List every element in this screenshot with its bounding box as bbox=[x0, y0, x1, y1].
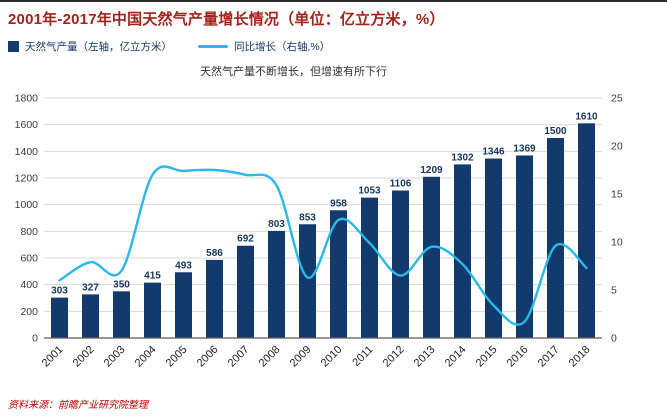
bar-2018 bbox=[578, 123, 595, 338]
bar-2002 bbox=[82, 294, 99, 338]
x-axis-label: 2010 bbox=[319, 344, 345, 370]
bar-value-label: 692 bbox=[237, 234, 254, 245]
bar-value-label: 493 bbox=[175, 260, 192, 271]
x-axis-label: 2009 bbox=[288, 344, 314, 370]
bar-2011 bbox=[361, 197, 378, 338]
bar-2010 bbox=[330, 210, 347, 338]
source-note: 资料来源：前瞻产业研究院整理 bbox=[8, 400, 148, 411]
right-axis-tick-label: 15 bbox=[611, 189, 623, 201]
bar-value-label: 1302 bbox=[451, 152, 474, 163]
left-axis-tick-label: 1800 bbox=[15, 93, 39, 105]
left-axis-tick-label: 600 bbox=[20, 253, 38, 265]
bar-2003 bbox=[113, 291, 130, 338]
bar-2008 bbox=[268, 230, 285, 338]
bar-2006 bbox=[206, 259, 223, 338]
bar-2004 bbox=[144, 282, 161, 338]
legend-item-production: 天然气产量（左轴，亿立方米） bbox=[8, 39, 172, 54]
bar-2012 bbox=[392, 190, 409, 338]
growth-line bbox=[58, 165, 588, 326]
bar-2014 bbox=[454, 164, 471, 338]
chart-annotation: 天然气产量不断增长，但增速有所下行 bbox=[200, 66, 387, 78]
x-axis-label: 2012 bbox=[381, 344, 407, 370]
bar-2005 bbox=[175, 272, 192, 338]
chart-title: 2001年-2017年中国天然气产量增长情况（单位：亿立方米，%） bbox=[8, 11, 445, 28]
x-axis-label: 2011 bbox=[350, 344, 375, 369]
bar-value-label: 853 bbox=[299, 212, 316, 223]
x-axis-label: 2006 bbox=[195, 344, 221, 370]
top-divider bbox=[0, 0, 667, 2]
left-axis-tick-label: 1200 bbox=[15, 173, 39, 185]
left-axis-tick-label: 400 bbox=[20, 279, 38, 291]
legend-item-growth: 同比增长（右轴,%） bbox=[198, 39, 330, 54]
bar-2007 bbox=[237, 245, 254, 338]
right-axis-tick-label: 25 bbox=[611, 93, 623, 105]
bar-value-label: 415 bbox=[144, 271, 161, 282]
x-axis-label: 2002 bbox=[71, 344, 97, 370]
bar-value-label: 1106 bbox=[390, 179, 412, 190]
bar-2015 bbox=[485, 158, 502, 338]
right-axis-tick-label: 5 bbox=[611, 285, 617, 297]
bar-2016 bbox=[516, 155, 533, 338]
bar-value-label: 1053 bbox=[358, 186, 381, 197]
chart-canvas: 0 200 400 600 800 1000 1200 1400 1600 1800 0 5 10 15 2… bbox=[15, 93, 623, 370]
left-axis-tick-label: 200 bbox=[20, 306, 38, 318]
bar-value-label: 958 bbox=[330, 198, 347, 209]
right-axis-tick-label: 0 bbox=[611, 333, 617, 345]
x-axis-label: 2018 bbox=[567, 344, 593, 370]
x-axis-label: 2003 bbox=[102, 344, 128, 370]
legend-label-production: 天然气产量（左轴，亿立方米） bbox=[25, 41, 172, 53]
bar-value-label: 350 bbox=[113, 279, 130, 290]
x-axis-label: 2001 bbox=[40, 344, 66, 370]
bar-value-label: 1500 bbox=[544, 126, 567, 137]
legend-label-growth: 同比增长（右轴,%） bbox=[234, 41, 331, 53]
bar-2017 bbox=[547, 138, 564, 338]
bar-value-label: 803 bbox=[268, 219, 285, 230]
bar-value-label: 1346 bbox=[482, 147, 505, 158]
bar-2001 bbox=[51, 297, 68, 338]
chart-area: 0 200 400 600 800 1000 1200 1400 1600 1800 0 5 10 15 2… bbox=[0, 84, 667, 394]
bar-value-label: 1209 bbox=[420, 165, 443, 176]
x-axis-label: 2004 bbox=[133, 344, 159, 370]
x-axis-label: 2016 bbox=[505, 344, 531, 370]
x-axis-label: 2013 bbox=[412, 344, 438, 370]
left-axis-tick-label: 1000 bbox=[15, 199, 39, 211]
right-axis-tick-label: 20 bbox=[611, 141, 623, 153]
x-axis-label: 2008 bbox=[257, 344, 283, 370]
bar-value-label: 303 bbox=[51, 286, 68, 297]
legend: 天然气产量（左轴，亿立方米） 同比增长（右轴,%） bbox=[8, 39, 330, 54]
bar-value-label: 586 bbox=[206, 248, 223, 259]
line-swatch-icon bbox=[198, 45, 228, 48]
x-axis-label: 2005 bbox=[164, 344, 190, 370]
x-axis-label: 2014 bbox=[443, 344, 469, 370]
x-axis-label: 2007 bbox=[226, 344, 252, 370]
x-axis-label: 2015 bbox=[474, 344, 500, 370]
bar-value-label: 1610 bbox=[575, 111, 598, 122]
left-axis-tick-label: 800 bbox=[20, 226, 38, 238]
bar-swatch-icon bbox=[8, 41, 19, 52]
bar-2009 bbox=[299, 224, 316, 338]
bar-value-label: 1369 bbox=[513, 143, 536, 154]
bar-value-label: 327 bbox=[82, 282, 99, 293]
left-axis-tick-label: 1600 bbox=[15, 119, 39, 131]
right-axis-tick-label: 10 bbox=[611, 237, 623, 249]
left-axis-tick-label: 1400 bbox=[15, 146, 39, 158]
bar-2013 bbox=[423, 176, 440, 338]
x-axis-label: 2017 bbox=[536, 344, 562, 370]
left-axis-tick-label: 0 bbox=[32, 333, 38, 345]
